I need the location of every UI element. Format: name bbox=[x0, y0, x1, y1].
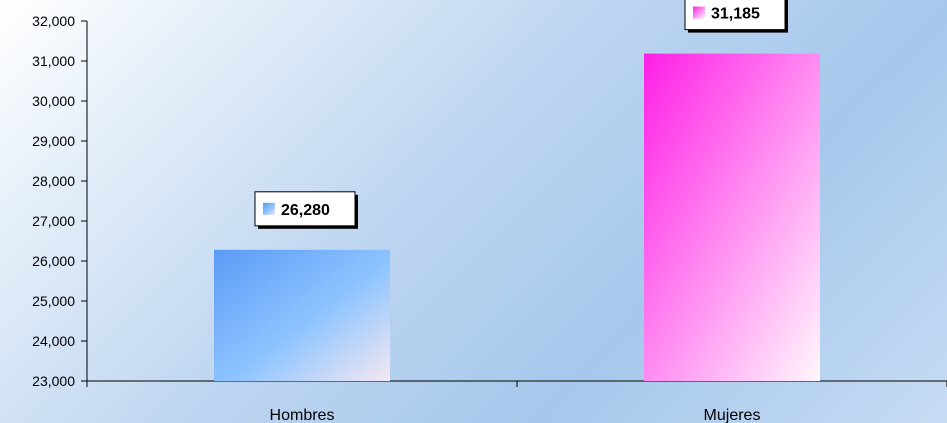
y-tick-label: 24,000 bbox=[32, 333, 75, 349]
x-tick-label: Mujeres bbox=[704, 407, 761, 423]
data-label-mujeres: 31,185 bbox=[684, 0, 788, 33]
x-tick-label: Hombres bbox=[270, 407, 335, 423]
y-tick-label: 26,000 bbox=[32, 253, 75, 269]
data-label-box bbox=[684, 0, 786, 31]
y-tick-label: 23,000 bbox=[32, 373, 75, 389]
bar-hombres bbox=[214, 249, 390, 381]
legend-key-swatch bbox=[693, 6, 705, 19]
legend-key-swatch bbox=[263, 202, 275, 215]
data-label-hombres: 26,280 bbox=[254, 191, 358, 229]
bars bbox=[214, 53, 820, 381]
y-tick-label: 32,000 bbox=[32, 13, 75, 29]
y-axis: 23,000 24,000 25,000 26,000 27,000 28,000 29,0… bbox=[32, 13, 88, 389]
y-tick-label: 28,000 bbox=[32, 173, 75, 189]
y-tick-label: 27,000 bbox=[32, 213, 75, 229]
y-tick-label: 31,000 bbox=[32, 53, 75, 69]
bar-mujeres bbox=[644, 53, 820, 381]
y-tick-label: 25,000 bbox=[32, 293, 75, 309]
y-tick-label: 29,000 bbox=[32, 133, 75, 149]
data-label-text: 26,280 bbox=[281, 202, 330, 219]
y-tick-label: 30,000 bbox=[32, 93, 75, 109]
x-axis: Hombres Mujeres bbox=[86, 380, 947, 423]
data-labels: 26,280 31,185 bbox=[254, 0, 788, 229]
data-label-text: 31,185 bbox=[711, 6, 760, 23]
